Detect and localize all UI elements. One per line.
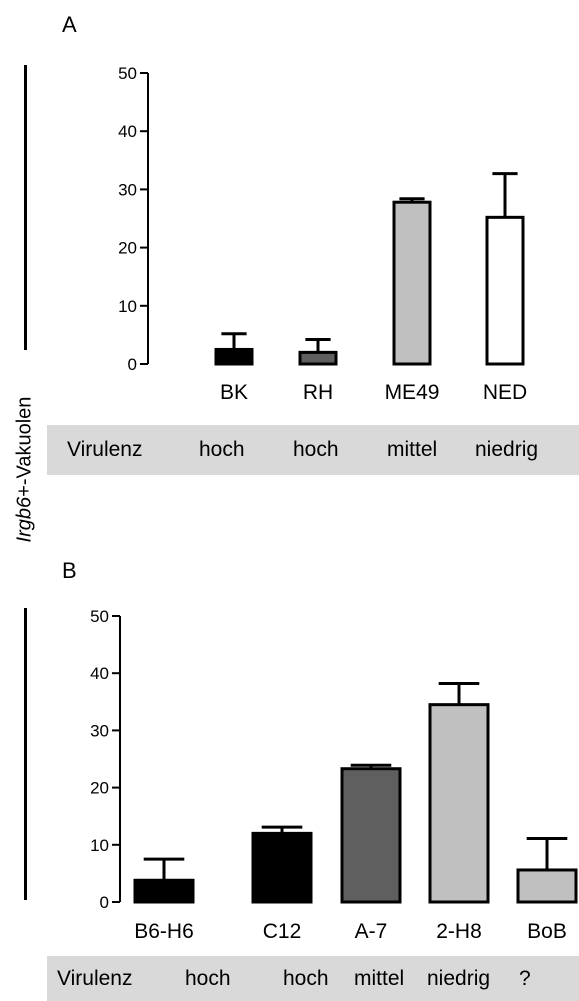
panel-b-bar <box>133 878 195 904</box>
panel-a-y-tick-label: 10 <box>118 297 137 316</box>
panel-a-category-label: NED <box>483 381 527 404</box>
panel-a-virulence-ned: niedrig <box>475 438 539 461</box>
panel-b-category-label: C12 <box>263 920 302 943</box>
panel-a-y-tick-label: 50 <box>118 64 137 83</box>
panel-letter-b: B <box>62 558 77 583</box>
panel-a-virulence-rh: hoch <box>293 438 339 461</box>
panel-a-category-label: BK <box>220 381 248 404</box>
panel-b-virulence-b6h6: hoch <box>185 966 231 990</box>
panel-b-bar <box>340 767 402 904</box>
panel-b-y-tick-label: 10 <box>90 836 109 855</box>
panel-b-y-tick-label: 40 <box>90 664 109 683</box>
panel-b-category-label: A-7 <box>355 920 388 943</box>
panel-b-y-tick-label: 50 <box>90 607 109 626</box>
panel-a-y-tick-label: 20 <box>118 239 137 258</box>
panel-a-bar <box>392 200 432 366</box>
panel-b-virulence-label: Virulenz <box>57 966 133 990</box>
panel-a-bar <box>485 215 525 366</box>
panel-a-category-label: RH <box>303 381 333 404</box>
panel-b-bar <box>516 868 578 904</box>
panel-b-bar <box>428 703 490 904</box>
panel-a-virulence-label: Virulenz <box>67 438 143 461</box>
panel-letter-a: A <box>62 12 77 37</box>
panel-b-y-tick-label: 20 <box>90 779 109 798</box>
panel-a-virulence-bk: hoch <box>199 438 245 461</box>
panel-a-virulence-me49: mittel <box>387 438 438 461</box>
panel-b-category-label: BoB <box>527 920 567 943</box>
panel-a-y-tick-label: 40 <box>118 122 137 141</box>
panel-b-virulence-band: Virulenz hoch hoch mittel niedrig ? <box>47 956 579 1001</box>
panel-a-virulence-band: Virulenz hoch hoch mittel niedrig <box>47 425 579 475</box>
panel-b-y-tick-label: 0 <box>100 893 109 912</box>
panel-a-bar <box>298 350 338 366</box>
panel-b-virulence-bob: ? <box>519 966 531 990</box>
panel-a-y-tick-label: 30 <box>118 180 137 199</box>
panel-b-side-bar <box>24 608 27 900</box>
panel-b-y-tick-label: 30 <box>90 721 109 740</box>
panel-b-category-label: B6-H6 <box>134 920 194 943</box>
panel-a-y-tick-label: 0 <box>128 355 137 374</box>
panel-a-side-bar <box>24 65 27 350</box>
panel-b-virulence-c12: hoch <box>283 966 329 990</box>
panel-a-category-label: ME49 <box>385 381 440 404</box>
panel-b-category-label: 2-H8 <box>436 920 482 943</box>
panel-b-virulence-a7: mittel <box>354 966 405 990</box>
panel-a-bar <box>214 347 254 366</box>
panel-b-bar <box>251 831 313 904</box>
panel-b-virulence-2h8: niedrig <box>427 966 491 990</box>
